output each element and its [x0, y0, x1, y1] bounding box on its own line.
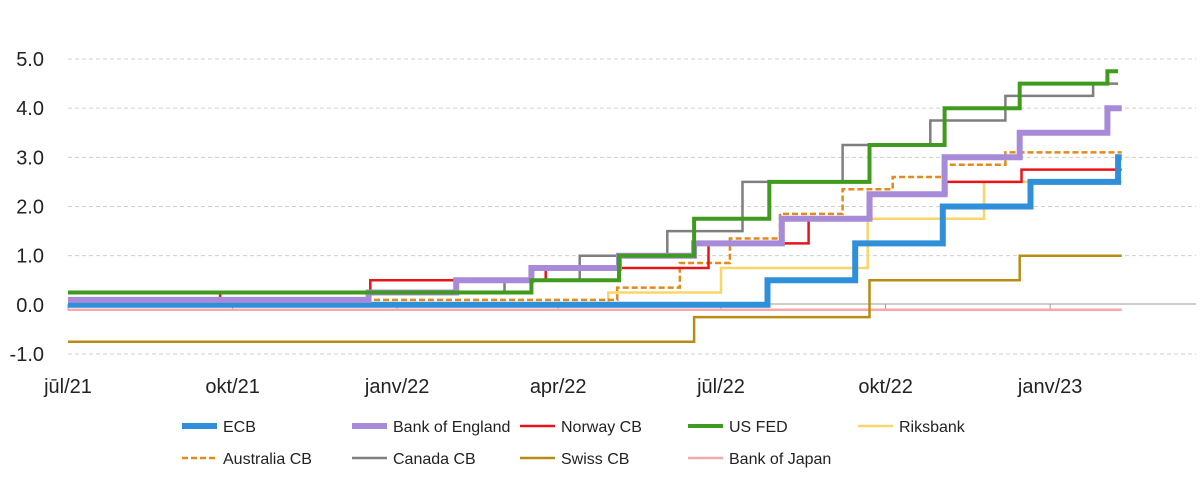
series-layer — [68, 69, 1122, 343]
legend-label: Bank of England — [393, 419, 510, 436]
x-tick-label: jūl/22 — [696, 376, 745, 398]
legend-label: Riksbank — [899, 419, 966, 436]
series-line-bank-of-england — [68, 105, 1122, 303]
x-tick-label: janv/23 — [1017, 376, 1083, 398]
y-tick-labels: -1.0 0.0 1.0 2.0 3.0 4.0 5.0 — [10, 49, 44, 366]
y-tick-label: 0.0 — [16, 295, 44, 317]
y-tick-label: -1.0 — [10, 344, 44, 366]
legend-label: ECB — [223, 419, 256, 436]
legend-label: Bank of Japan — [729, 451, 831, 468]
series-line-australia-cb — [68, 151, 1122, 302]
legend-label: Swiss CB — [561, 451, 629, 468]
series-line-ecb — [68, 154, 1122, 308]
x-tick-labels: jūl/21 okt/21 janv/22 apr/22 jūl/22 okt/22 jan… — [43, 376, 1082, 398]
x-tick-label: apr/22 — [530, 376, 587, 398]
legend-label: Canada CB — [393, 451, 476, 468]
y-tick-label: 2.0 — [16, 197, 44, 219]
legend: ECB Bank of England Norway CB US FED Riksban… — [182, 419, 966, 468]
x-tick-label: okt/21 — [205, 376, 259, 398]
legend-label: Norway CB — [561, 419, 642, 436]
x-tick-label: jūl/21 — [43, 376, 92, 398]
series-line-canada-cb — [68, 82, 1119, 294]
series-line-norway-cb — [68, 168, 1122, 307]
series-line-riksbank — [68, 180, 1122, 307]
y-tick-label: 5.0 — [16, 49, 44, 71]
x-tick-label: janv/22 — [364, 376, 430, 398]
y-tick-label: 1.0 — [16, 246, 44, 268]
y-tick-label: 3.0 — [16, 147, 44, 169]
x-tick-label: okt/22 — [858, 376, 912, 398]
legend-label: US FED — [729, 419, 788, 436]
series-line-us-fed — [68, 69, 1119, 295]
y-tick-label: 4.0 — [16, 98, 44, 120]
legend-label: Australia CB — [223, 451, 312, 468]
series-line-swiss-cb — [68, 254, 1122, 343]
